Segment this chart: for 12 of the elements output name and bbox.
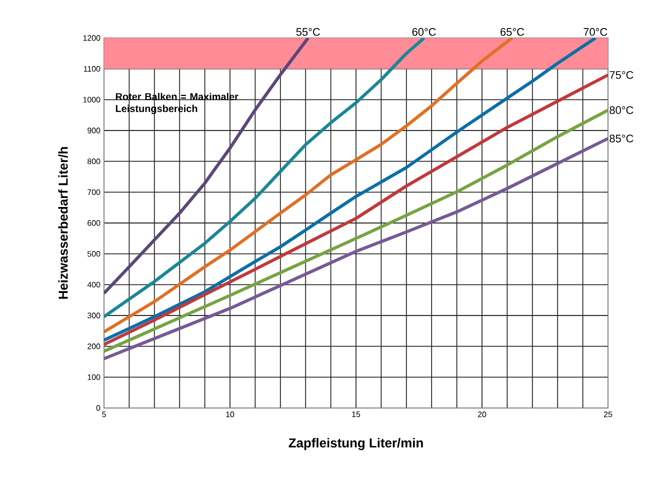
line-series xyxy=(104,38,514,334)
series-label: 85°C xyxy=(610,134,634,142)
series-label: 55°C xyxy=(296,28,320,36)
line-series xyxy=(104,38,310,295)
series-label: 60°C xyxy=(412,28,436,36)
series-label: 80°C xyxy=(610,106,634,114)
series-label: 65°C xyxy=(500,28,524,36)
line-series xyxy=(104,38,426,318)
x-axis-title: Zapfleistung Liter/min xyxy=(288,438,423,450)
y-axis-title: Heizwasserbedarf Liter/h xyxy=(58,147,68,299)
series-label: 70°C xyxy=(584,28,608,36)
series-label: 75°C xyxy=(610,71,634,79)
